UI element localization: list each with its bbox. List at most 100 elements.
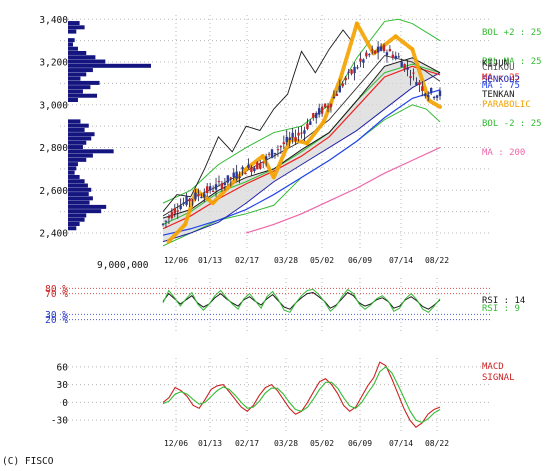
candle-body bbox=[200, 196, 203, 198]
candle-body bbox=[312, 113, 315, 118]
candle-body bbox=[371, 49, 374, 51]
rsi-y-axis: 80 %70 % 30 %20 % bbox=[45, 284, 68, 326]
candle-body bbox=[353, 66, 356, 74]
volume-bar bbox=[68, 192, 89, 197]
y-tick-label: -30 bbox=[51, 416, 68, 427]
rsi-series bbox=[162, 288, 441, 313]
candle-body bbox=[256, 162, 259, 170]
volume-bar bbox=[68, 80, 100, 85]
series-line-signal bbox=[162, 366, 441, 424]
candle-body bbox=[282, 142, 286, 145]
volume-bar bbox=[68, 183, 88, 188]
candle-body bbox=[191, 199, 194, 201]
legend-label: RSI : 9 bbox=[482, 304, 520, 314]
volume-bar bbox=[68, 153, 93, 158]
candle-body bbox=[418, 82, 421, 85]
candle-body bbox=[235, 171, 238, 179]
price-panel: 3,400 3,200 3,000 2,800 2,600 2,400 9,000,000… bbox=[39, 15, 541, 271]
volume-bar bbox=[68, 29, 77, 34]
parabolic-segment bbox=[426, 98, 442, 109]
candle-body bbox=[344, 77, 347, 81]
y-tick-label: 70 % bbox=[45, 289, 68, 300]
candle-body bbox=[429, 87, 433, 93]
candle-body bbox=[373, 50, 377, 54]
volume-bar bbox=[68, 21, 80, 26]
volume-bar bbox=[68, 221, 80, 226]
parabolic-segment bbox=[305, 119, 326, 146]
candle-body bbox=[347, 71, 350, 73]
candle-body bbox=[194, 192, 197, 200]
x-tick-label: 02/17 bbox=[235, 439, 259, 448]
y-tick-label: 20 % bbox=[45, 315, 68, 326]
candle-body bbox=[379, 46, 383, 51]
candle-body bbox=[306, 123, 309, 129]
candle-body bbox=[206, 186, 209, 194]
volume-bar bbox=[68, 217, 85, 222]
candle-body bbox=[273, 152, 277, 155]
legend-label: BOL MA : 25 bbox=[482, 57, 542, 67]
y-tick-label: 30 % bbox=[45, 310, 68, 321]
candle-body bbox=[427, 94, 430, 98]
candle-body bbox=[356, 67, 359, 69]
candle-body bbox=[382, 45, 386, 52]
price-y-axis: 3,400 3,200 3,000 2,800 2,600 2,400 bbox=[39, 15, 68, 240]
legend-label: SIGNAL bbox=[482, 373, 515, 383]
candle-body bbox=[388, 49, 392, 52]
candle-body bbox=[232, 172, 235, 178]
legend-label: BOL +2 : 25 bbox=[482, 28, 542, 38]
volume-bar bbox=[68, 213, 87, 218]
volume-bar bbox=[68, 209, 102, 214]
macd-x-axis: 12/06 01/13 02/17 03/28 05/02 06/09 07/14 08/22 bbox=[164, 439, 449, 448]
candle-body bbox=[403, 64, 406, 70]
candle-body bbox=[291, 132, 294, 138]
candle-body bbox=[270, 149, 274, 158]
volume-bar bbox=[68, 72, 87, 77]
volume-bar bbox=[68, 170, 75, 175]
candle-body bbox=[338, 85, 342, 93]
volume-bar bbox=[68, 174, 80, 179]
volume-bar bbox=[68, 149, 114, 154]
candle-body bbox=[397, 56, 400, 58]
series-line-ma-25 bbox=[162, 65, 441, 230]
price-x-axis: 12/06 01/13 02/17 03/28 05/02 06/09 07/14 08/22 bbox=[164, 256, 449, 265]
candle-body bbox=[368, 54, 371, 56]
volume-bar bbox=[68, 166, 77, 171]
volume-bar bbox=[68, 204, 107, 209]
legend-label: MA : 25 bbox=[482, 73, 520, 83]
candle-body bbox=[323, 103, 327, 108]
candle-body bbox=[167, 216, 171, 219]
macd-grid bbox=[60, 358, 490, 434]
candle-body bbox=[341, 83, 344, 87]
candle-body bbox=[220, 183, 224, 189]
y-tick-label: 30 bbox=[57, 380, 69, 391]
volume-bar bbox=[68, 46, 78, 51]
candle-body bbox=[317, 108, 321, 115]
y-tick-label: 3,400 bbox=[39, 15, 68, 26]
volume-bar bbox=[68, 162, 78, 167]
candle-body bbox=[267, 153, 271, 155]
rsi-grid bbox=[60, 278, 490, 332]
volume-bar bbox=[68, 98, 78, 103]
legend-label: CHIKOU bbox=[482, 63, 515, 73]
legend-label: TENKAN bbox=[482, 90, 515, 100]
x-tick-label: 01/13 bbox=[198, 256, 222, 265]
parabolic-segment bbox=[338, 21, 359, 82]
candle-body bbox=[415, 81, 418, 86]
volume-bar bbox=[68, 136, 92, 141]
volume-bar bbox=[68, 226, 77, 231]
candle-body bbox=[385, 52, 389, 56]
volume-bar bbox=[68, 42, 73, 47]
candle-body bbox=[400, 61, 403, 68]
candle-body bbox=[412, 72, 415, 74]
candle-body bbox=[197, 194, 200, 197]
legend-label: SENKOU2 bbox=[482, 75, 520, 85]
volume-bar bbox=[68, 68, 93, 73]
candle-body bbox=[335, 93, 339, 96]
parabolic-segment bbox=[210, 184, 232, 206]
volume-bar bbox=[68, 123, 89, 128]
legend-label: MA : 75 bbox=[482, 81, 520, 91]
candle-body bbox=[226, 175, 230, 183]
